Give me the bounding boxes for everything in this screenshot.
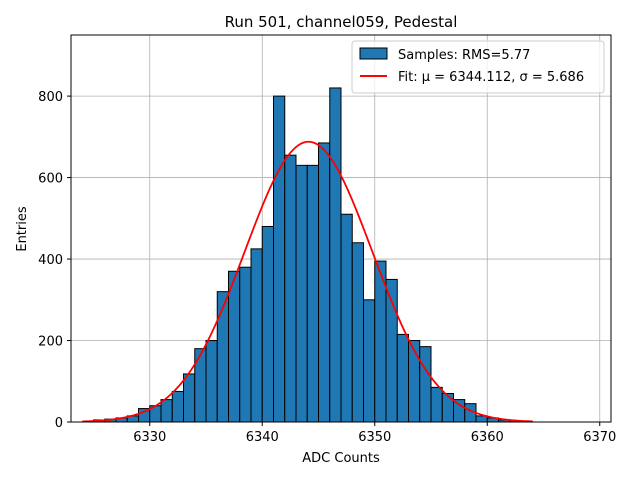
histogram-bar bbox=[340, 213, 353, 423]
legend-fit-label: Fit: μ = 6344.112, σ = 5.686 bbox=[398, 70, 584, 85]
histogram-bar bbox=[430, 386, 443, 423]
chart-title: Run 501, channel059, Pedestal bbox=[225, 13, 458, 31]
histogram-bar bbox=[318, 142, 331, 423]
axes bbox=[70, 34, 612, 423]
histogram-bar bbox=[408, 340, 421, 423]
histogram-bar bbox=[441, 392, 454, 423]
y-tick-label: 800 bbox=[38, 90, 63, 105]
legend: Samples: RMS=5.77 Fit: μ = 6344.112, σ =… bbox=[351, 40, 605, 94]
plot-frame bbox=[70, 34, 612, 423]
histogram-bar bbox=[216, 291, 229, 423]
histogram-bar bbox=[306, 164, 319, 423]
histogram-bar bbox=[261, 225, 274, 423]
histogram-bar bbox=[183, 373, 196, 423]
histogram-bar bbox=[363, 299, 376, 423]
y-tick-label: 600 bbox=[38, 172, 63, 187]
x-tick-label: 6330 bbox=[133, 430, 166, 445]
histogram-bar bbox=[419, 346, 432, 423]
histogram-bar bbox=[239, 266, 252, 423]
histogram-bar bbox=[295, 164, 308, 423]
histogram-bar bbox=[194, 348, 207, 423]
ticks: 6330 6340 6350 6360 6370 0 200 400 600 800 bbox=[38, 90, 616, 445]
legend-box bbox=[351, 40, 605, 94]
histogram-bar bbox=[171, 390, 184, 423]
histogram-bar bbox=[351, 242, 364, 423]
y-tick-label: 200 bbox=[38, 335, 63, 350]
histogram-bar bbox=[329, 87, 342, 423]
histogram-bar bbox=[250, 248, 263, 423]
histogram-bar bbox=[453, 399, 466, 423]
y-tick-label: 0 bbox=[55, 416, 63, 431]
fit-curve bbox=[82, 140, 533, 423]
x-tick-label: 6350 bbox=[358, 430, 391, 445]
histogram-bar bbox=[228, 270, 241, 423]
y-axis-label: Entries bbox=[15, 206, 30, 252]
histogram-bar bbox=[160, 399, 173, 423]
histogram-bar bbox=[396, 333, 409, 423]
y-tick-label: 400 bbox=[38, 253, 63, 268]
legend-bar-swatch bbox=[359, 47, 388, 60]
fit-curve-group bbox=[82, 140, 533, 423]
histogram-bar bbox=[273, 95, 286, 423]
histogram-bar bbox=[284, 154, 297, 423]
legend-bar-label: Samples: RMS=5.77 bbox=[398, 48, 530, 63]
x-tick-label: 6370 bbox=[583, 430, 616, 445]
histogram-bar bbox=[205, 340, 218, 423]
x-axis-label: ADC Counts bbox=[302, 451, 380, 466]
histogram-bars bbox=[93, 87, 533, 423]
x-tick-label: 6360 bbox=[471, 430, 504, 445]
x-tick-label: 6340 bbox=[246, 430, 279, 445]
